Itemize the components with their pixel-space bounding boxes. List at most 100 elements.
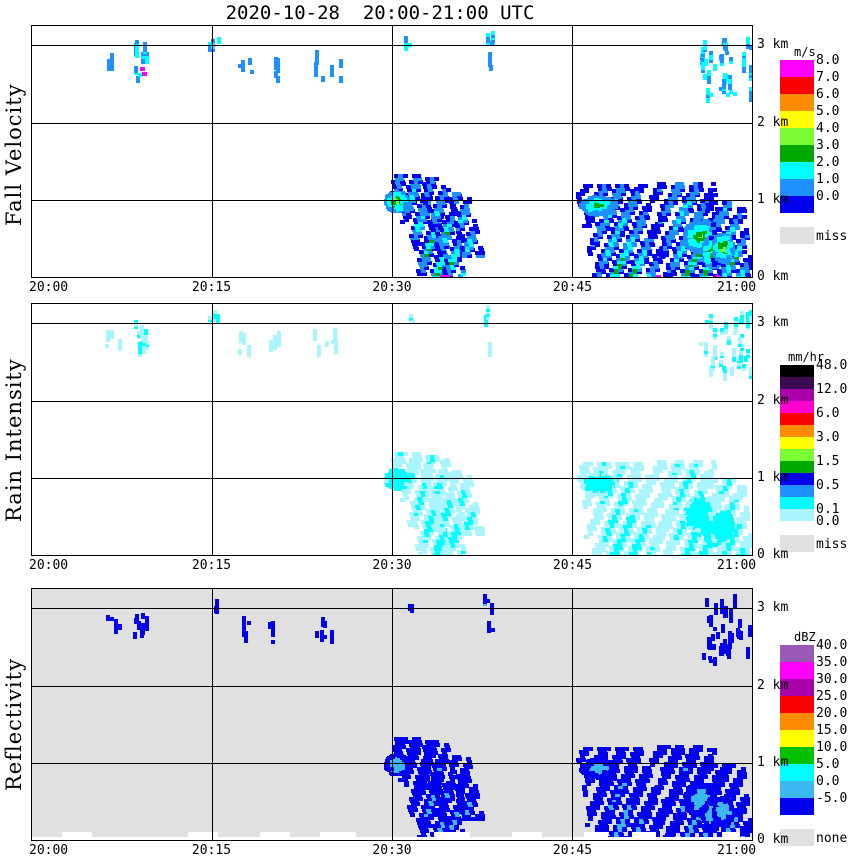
colorbar-swatch <box>780 497 814 509</box>
colorbar-swatch <box>780 730 814 747</box>
colorbar-tick-label: 0.0 <box>816 774 840 789</box>
colorbar-tick-label: 25.0 <box>816 689 848 704</box>
colorbar-swatch <box>780 798 814 815</box>
colorbar-swatch <box>780 781 814 798</box>
colorbar-tick-label: 5.0 <box>816 757 840 772</box>
y-tick-label: 0 km <box>757 269 789 284</box>
colorbar-swatch <box>780 162 814 179</box>
colorbar-missing-swatch-fall-velocity <box>780 227 814 244</box>
colorbar-missing-label-fall-velocity: miss <box>816 229 848 244</box>
colorbar-missing-swatch-reflectivity <box>780 829 814 846</box>
colorbar-tick-label: 0.0 <box>816 189 840 204</box>
colorbar-missing-label-reflectivity: none <box>816 831 848 846</box>
colorbar-tick-label: 1.5 <box>816 454 840 469</box>
colorbar-swatch <box>780 679 814 696</box>
colorbar-tick-label: 15.0 <box>816 723 848 738</box>
colorbar-tick-label: 8.0 <box>816 53 840 68</box>
y-tick-label: 0 km <box>757 547 789 562</box>
colorbar-swatch <box>780 509 814 521</box>
colorbar-tick-label: 5.0 <box>816 104 840 119</box>
colorbar-tick-label: 3.0 <box>816 138 840 153</box>
colorbar-tick-label: 0.0 <box>816 514 840 529</box>
colorbar-missing-label-rain-intensity: miss <box>816 537 848 552</box>
colorbar-swatch <box>780 145 814 162</box>
colorbar-missing-swatch-rain-intensity <box>780 535 814 552</box>
colorbar-units-rain-intensity: mm/hr <box>788 350 825 364</box>
y-tick-label: 1 km <box>757 754 789 770</box>
colorbar-tick-label: 40.0 <box>816 638 848 653</box>
colorbar-tick-label: 35.0 <box>816 655 848 670</box>
colorbar-swatch <box>780 747 814 764</box>
colorbar-swatch <box>780 713 814 730</box>
colorbar-swatch <box>780 196 814 213</box>
colorbar-tick-label: 0.5 <box>816 478 840 493</box>
y-tick-label: 1 km <box>757 191 789 207</box>
colorbar-swatch <box>780 485 814 497</box>
y-tick-label: 2 km <box>757 114 789 130</box>
colorbar-swatch <box>780 764 814 781</box>
colorbar-swatch <box>780 365 814 377</box>
axis-title-fall-velocity: Fall Velocity <box>2 83 26 227</box>
colorbar-tick-label: 3.0 <box>816 430 840 445</box>
x-tick-label: 20:30 <box>372 558 412 573</box>
colorbar-swatch <box>780 401 814 413</box>
y-tick-label: 3 km <box>757 600 789 616</box>
colorbar-swatch <box>780 111 814 128</box>
colorbar-tick-label: -5.0 <box>816 791 848 806</box>
colorbar-swatch <box>780 128 814 145</box>
plot-area-reflectivity[interactable] <box>31 588 753 841</box>
axis-title-reflectivity: Reflectivity <box>2 658 26 792</box>
y-tick-label: 1 km <box>757 469 789 485</box>
x-tick-label: 20:45 <box>552 843 593 858</box>
y-tick-label: 3 km <box>757 37 789 53</box>
colorbar-tick-label: 6.0 <box>816 406 840 421</box>
plot-area-fall-velocity[interactable] <box>31 25 753 278</box>
colorbar-tick-label: 20.0 <box>816 706 848 721</box>
x-tick-label: 20:15 <box>191 843 232 858</box>
colorbar-swatch <box>780 461 814 473</box>
colorbar-swatch <box>780 437 814 449</box>
x-tick-label: 20:45 <box>552 558 593 573</box>
colorbar-swatch <box>780 94 814 111</box>
colorbar-swatch <box>780 389 814 401</box>
y-tick-label: 0 km <box>757 832 789 847</box>
x-tick-label: 20:00 <box>29 843 69 858</box>
colorbar-swatch <box>780 662 814 679</box>
colorbar-tick-label: 4.0 <box>816 121 840 136</box>
x-tick-label: 20:45 <box>552 280 593 295</box>
y-tick-label: 3 km <box>757 315 789 331</box>
colorbar-units-reflectivity: dBZ <box>794 630 816 644</box>
colorbar-tick-label: 48.0 <box>816 358 848 373</box>
colorbar-swatch <box>780 645 814 662</box>
x-tick-label: 20:30 <box>372 280 412 295</box>
plot-area-rain-intensity[interactable] <box>31 303 753 556</box>
colorbar-tick-label: 30.0 <box>816 672 848 687</box>
colorbar-swatch <box>780 77 814 94</box>
colorbar-tick-label: 1.0 <box>816 172 840 187</box>
colorbar-swatch <box>780 179 814 196</box>
x-tick-label: 20:30 <box>372 843 412 858</box>
colorbar-swatch <box>780 449 814 461</box>
colorbar-swatch <box>780 425 814 437</box>
x-tick-label: 20:15 <box>191 280 232 295</box>
colorbar-tick-label: 0.1 <box>816 502 840 517</box>
colorbar-tick-label: 12.0 <box>816 382 848 397</box>
x-tick-label: 21:00 <box>716 843 757 858</box>
colorbar-swatch <box>780 696 814 713</box>
x-tick-label: 21:00 <box>716 280 757 295</box>
colorbar-tick-label: 10.0 <box>816 740 848 755</box>
colorbar-swatch <box>780 473 814 485</box>
colorbar-tick-label: 2.0 <box>816 155 840 170</box>
page-title: 2020-10-28 20:00-21:00 UTC <box>225 2 535 24</box>
colorbar-tick-label: 6.0 <box>816 87 840 102</box>
axis-title-rain-intensity: Rain Intensity <box>2 358 26 522</box>
x-tick-label: 20:00 <box>29 558 69 573</box>
colorbar-tick-label: 7.0 <box>816 70 840 85</box>
y-tick-label: 2 km <box>757 392 789 408</box>
x-tick-label: 21:00 <box>716 558 757 573</box>
y-tick-label: 2 km <box>757 677 789 693</box>
colorbar-units-fall-velocity: m/s <box>794 45 816 59</box>
colorbar-swatch <box>780 377 814 389</box>
colorbar-swatch <box>780 60 814 77</box>
x-tick-label: 20:00 <box>29 280 69 295</box>
